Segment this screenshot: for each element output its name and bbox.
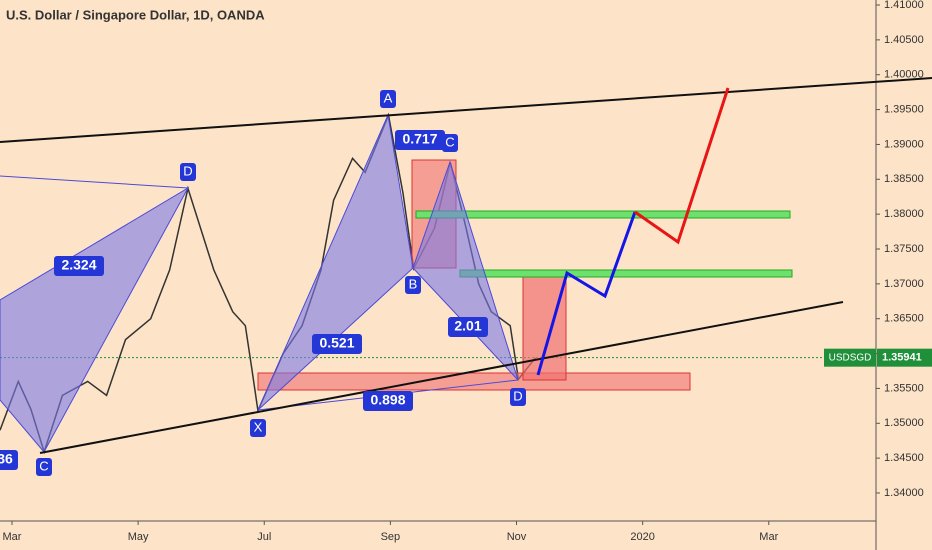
- zone: [415, 210, 791, 219]
- price-tag-label: 1.35941: [882, 352, 922, 364]
- y-tick-label: 1.38000: [884, 208, 924, 220]
- ratio-box: [363, 391, 413, 411]
- chart-title: U.S. Dollar / Singapore Dollar, 1D, OAND…: [6, 7, 265, 22]
- x-tick-label: Mar: [759, 531, 778, 543]
- ratio-box: [0, 450, 18, 470]
- y-tick-label: 1.37500: [884, 243, 924, 255]
- pattern-label: A: [384, 90, 393, 105]
- price-tag: [877, 348, 932, 367]
- y-tick-label: 1.40000: [884, 69, 924, 81]
- pattern-labels: A C B D C X D 2.324 0.521 0.717 2.01 0.8…: [0, 90, 526, 476]
- pattern-label: X: [254, 419, 263, 434]
- ratio-box: [395, 130, 445, 150]
- label-box: [36, 458, 52, 476]
- label-box: [405, 276, 421, 294]
- y-tick-label: 1.39000: [884, 138, 924, 150]
- y-tick-label: 1.34500: [884, 452, 924, 464]
- zone: [522, 269, 567, 381]
- ratio-label: 2.324: [61, 257, 96, 273]
- y-tick-label: 1.37000: [884, 278, 924, 290]
- zone: [257, 372, 691, 391]
- label-box: [442, 134, 458, 152]
- pattern-label: D: [183, 163, 192, 178]
- projection-arrow: [634, 87, 730, 245]
- label-box: [380, 90, 396, 108]
- pattern-label: C: [39, 458, 48, 473]
- trendline: [0, 77, 932, 143]
- ratio-label: 0.898: [370, 392, 405, 408]
- ratio-label: 0.717: [402, 131, 437, 147]
- ratio-box: [54, 256, 104, 276]
- y-tick-label: 1.36500: [884, 313, 924, 325]
- ratio-label: 36: [0, 451, 13, 467]
- pattern-label: D: [513, 388, 522, 403]
- y-tick-label: 1.41000: [884, 0, 924, 11]
- y-tick-label: 1.38500: [884, 173, 924, 185]
- pattern-label: C: [445, 134, 454, 149]
- symbol-name: USDSGD: [829, 352, 872, 363]
- label-box: [510, 388, 526, 406]
- label-box: [180, 163, 196, 181]
- symbol-tag: [824, 348, 876, 367]
- ratio-label: 0.521: [319, 335, 354, 351]
- ratio-label: 2.01: [454, 318, 481, 334]
- y-tick-label: 1.40500: [884, 34, 924, 46]
- ratio-box: [448, 317, 488, 337]
- label-box: [250, 419, 266, 437]
- x-tick-label: May: [128, 531, 149, 543]
- y-tick-label: 1.35500: [884, 382, 924, 394]
- projection-arrow: [536, 211, 637, 376]
- x-tick-label: 2020: [630, 531, 654, 543]
- y-tick-label: 1.35000: [884, 417, 924, 429]
- drawings: [0, 77, 932, 454]
- x-tick-label: Sep: [381, 531, 401, 543]
- x-tick-label: Nov: [507, 531, 527, 543]
- y-tick-label: 1.34000: [884, 487, 924, 499]
- x-tick-label: Jul: [257, 531, 271, 543]
- pattern-label: B: [409, 276, 418, 291]
- ratio-box: [312, 334, 362, 354]
- trendline: [39, 301, 844, 454]
- y-tick-label: 1.39500: [884, 103, 924, 115]
- zone: [459, 269, 793, 278]
- pattern-line: [0, 175, 189, 189]
- x-tick-label: Mar: [3, 531, 22, 543]
